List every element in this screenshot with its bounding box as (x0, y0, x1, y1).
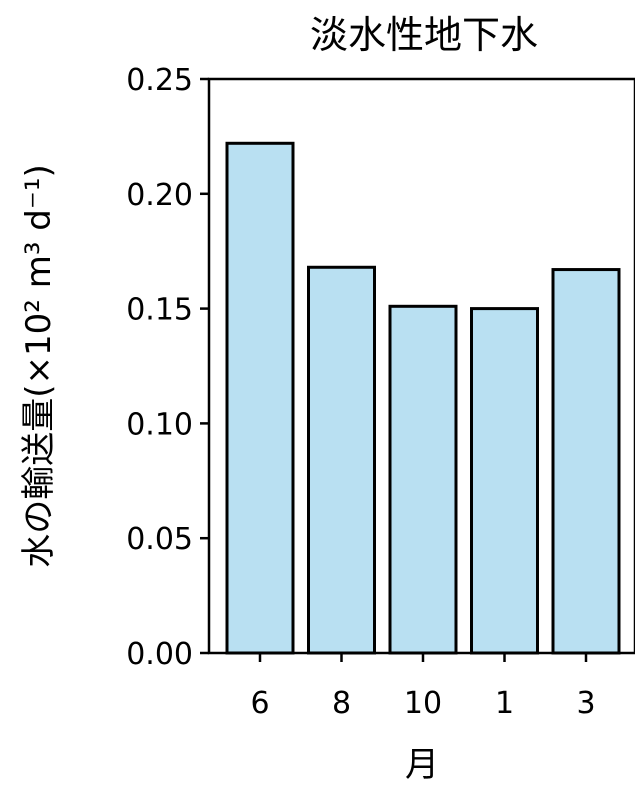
y-tick-label: 0.25 (126, 63, 193, 98)
bar-10 (388, 304, 458, 655)
x-tick-label: 10 (404, 686, 442, 721)
y-tick-label: 0.15 (126, 293, 193, 328)
x-tick-label: 6 (250, 686, 269, 721)
x-tick-label: 8 (332, 686, 351, 721)
bar-3 (551, 268, 621, 655)
y-axis: 0.00 0.05 0.10 0.15 0.20 0.25 (126, 63, 209, 672)
chart-title: 淡水性地下水 (310, 13, 538, 57)
y-tick-label: 0.00 (126, 637, 193, 672)
bar-6 (225, 141, 295, 655)
y-axis-label: 水の輸送量(×10² m³ d⁻¹) (19, 164, 59, 567)
bars (225, 141, 621, 655)
x-axis-label: 月 (405, 745, 439, 785)
x-axis: 6 8 10 1 3 (250, 653, 596, 721)
y-tick-label: 0.10 (126, 407, 193, 442)
x-tick-label: 3 (576, 686, 595, 721)
x-tick-label: 1 (495, 686, 514, 721)
y-tick-label: 0.05 (126, 522, 193, 557)
y-tick-label: 0.20 (126, 178, 193, 213)
bar-8 (307, 265, 376, 655)
bar-1 (470, 307, 539, 655)
